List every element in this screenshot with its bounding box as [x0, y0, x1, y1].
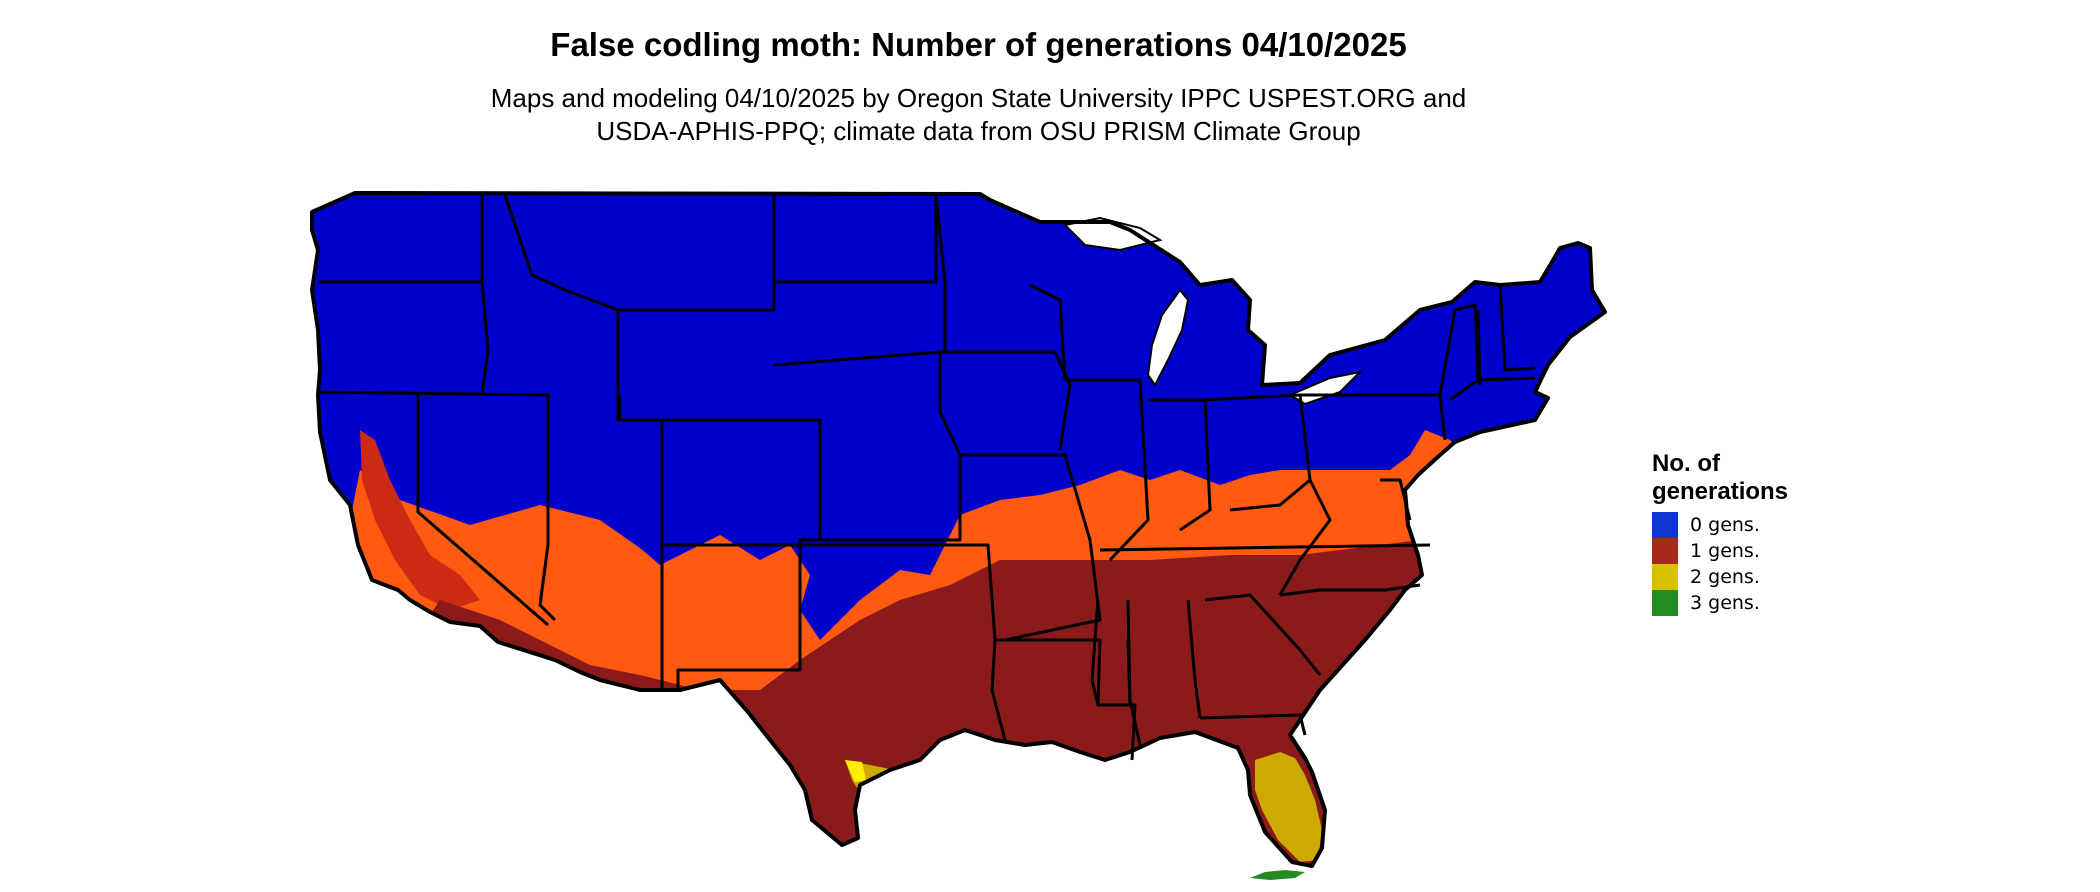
legend-swatch-zero-gens: [1652, 512, 1678, 538]
state-boundaries: [317, 194, 1536, 761]
lake-michigan: [1146, 288, 1190, 387]
state-line-wy-co: [616, 310, 822, 690]
lake-superior: [1062, 216, 1163, 252]
state-line-ky-tn: [1099, 543, 1431, 552]
state-line-in-oh: [1148, 398, 1212, 532]
legend-title: No. of generations: [1652, 450, 1788, 506]
legend-item-three-gens: 3 gens.: [1652, 590, 1788, 616]
region-three-gens-keys: [1250, 870, 1305, 880]
state-line-mn-wi: [934, 194, 1067, 381]
legend-item-two-gens: 2 gens.: [1652, 564, 1788, 590]
state-line-ia-mo: [960, 453, 1102, 642]
legend-title-line-2: generations: [1652, 478, 1789, 505]
state-line-md-de: [1380, 478, 1412, 521]
legend-item-one-gen: 1 gens.: [1652, 538, 1788, 564]
state-line-west-2: [317, 390, 551, 397]
state-line-al-ga: [1186, 599, 1202, 719]
legend-label-zero-gens: 0 gens.: [1690, 514, 1760, 536]
legend-label-three-gens: 3 gens.: [1690, 592, 1760, 614]
region-two-gens-florida: [1255, 752, 1322, 862]
state-line-il-in: [1065, 378, 1150, 562]
legend-label-two-gens: 2 gens.: [1690, 566, 1760, 588]
map-subtitle: Maps and modeling 04/10/2025 by Oregon S…: [0, 82, 1957, 148]
legend-swatch-three-gens: [1652, 590, 1678, 616]
map-title: False codling moth: Number of generation…: [550, 26, 1407, 63]
state-line-ne-ks: [773, 350, 962, 542]
subtitle-line-2: USDA-APHIS-PPQ; climate data from OSU PR…: [596, 116, 1361, 146]
legend-label-one-gen: 1 gens.: [1690, 540, 1760, 562]
state-line-ga-fl: [1199, 713, 1307, 736]
state-line-ms-al: [1090, 599, 1142, 746]
state-line-ny-ne: [1438, 303, 1480, 402]
legend-swatch-two-gens: [1652, 564, 1678, 590]
state-line-new-england: [1476, 284, 1536, 386]
state-line-nv-ca: [416, 395, 549, 627]
region-one-gen-light: [350, 430, 1490, 740]
state-line-va-wv: [1278, 479, 1332, 596]
region-one-gen-california: [360, 430, 480, 610]
state-line-idaho: [480, 281, 490, 396]
legend-swatch-one-gen: [1652, 538, 1678, 564]
state-line-nd-sd: [774, 195, 938, 284]
state-line-mt-wy: [503, 194, 776, 312]
region-two-gens-texas-bright: [845, 760, 866, 782]
state-line-ga-sc: [1204, 593, 1322, 676]
state-line-az: [538, 395, 557, 622]
legend-item-zero-gens: 0 gens.: [1652, 512, 1788, 538]
subtitle-line-1: Maps and modeling 04/10/2025 by Oregon S…: [490, 83, 1467, 113]
state-line-mn-ia: [940, 350, 1072, 451]
legend-title-line-1: No. of: [1652, 450, 1720, 477]
state-line-nc-va: [1279, 583, 1421, 597]
legend: No. of generations 0 gens. 1 gens. 2 gen…: [1652, 450, 1788, 616]
